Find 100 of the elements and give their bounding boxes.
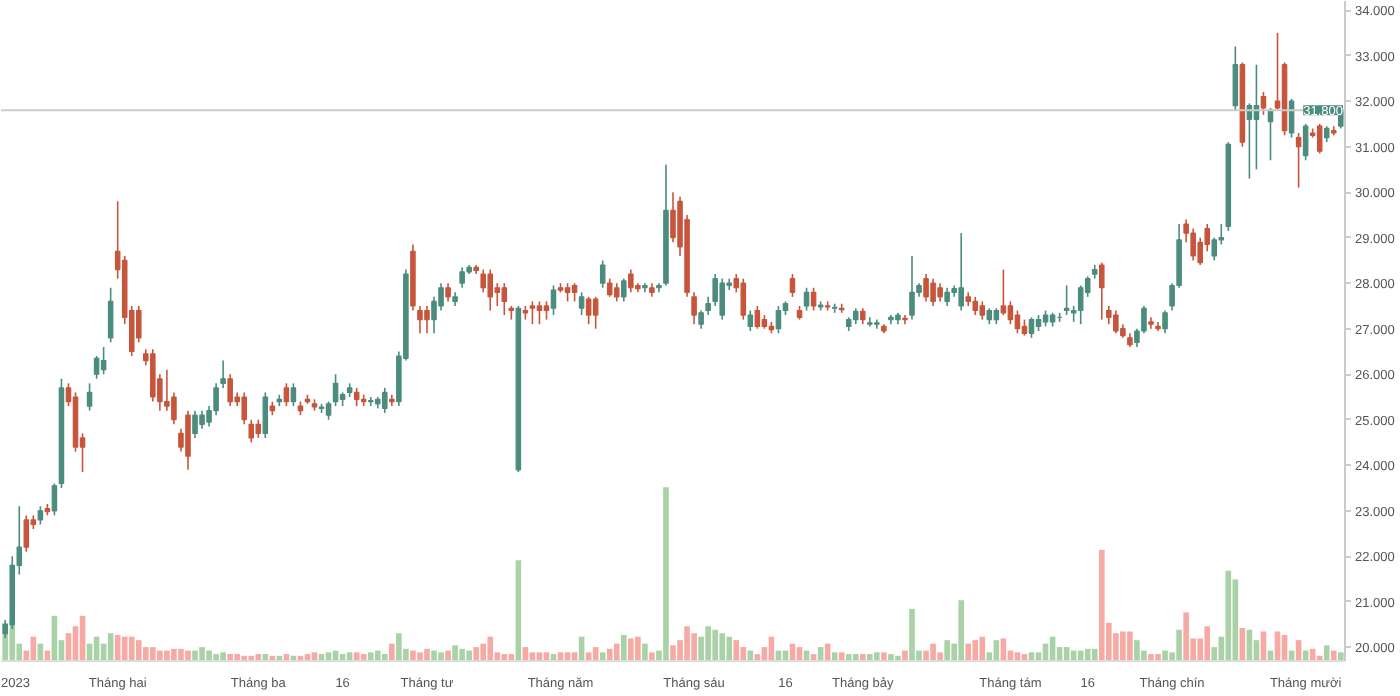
bar: [613, 643, 620, 661]
bar: [178, 648, 184, 661]
bar: [185, 650, 191, 661]
bar: [944, 640, 950, 661]
candlestick: [290, 382, 297, 407]
candlestick: [1316, 123, 1323, 155]
bar: [599, 652, 606, 661]
bar: [635, 636, 641, 661]
candlestick: [937, 282, 943, 303]
bar: [1127, 631, 1133, 661]
bar: [874, 652, 880, 661]
bar: [480, 643, 487, 661]
candlestick: [164, 368, 170, 412]
candlestick: [909, 255, 915, 321]
candlestick: [382, 387, 388, 414]
bar: [128, 636, 135, 661]
candlestick: [592, 296, 599, 330]
candlestick: [923, 273, 929, 303]
bar: [1091, 648, 1098, 661]
bar: [740, 647, 747, 661]
bar: [691, 633, 697, 661]
bar: [859, 654, 866, 661]
candlestick: [325, 400, 332, 421]
candlestick: [353, 387, 360, 407]
bar: [1337, 652, 1344, 661]
candlestick: [775, 305, 782, 335]
candlestick: [23, 514, 30, 553]
candlestick: [255, 418, 262, 439]
bar: [1148, 654, 1154, 661]
candlestick: [606, 277, 613, 298]
candlestick: [445, 282, 451, 303]
candlestick: [803, 286, 810, 312]
candlestick: [613, 282, 620, 303]
candlestick: [789, 273, 796, 298]
bar: [220, 652, 226, 661]
bar: [459, 648, 465, 661]
candlestick: [972, 296, 979, 316]
bar: [1084, 648, 1091, 661]
bar: [663, 487, 669, 661]
bar: [227, 654, 233, 661]
bar: [881, 652, 887, 661]
bar: [374, 650, 381, 661]
bar: [438, 652, 444, 661]
candlestick: [37, 505, 44, 526]
candlestick: [1190, 227, 1196, 262]
bar: [121, 636, 128, 661]
bar: [381, 654, 388, 661]
candlestick: [754, 305, 761, 330]
bar: [206, 650, 212, 661]
bar: [726, 636, 733, 661]
candlestick: [810, 286, 817, 312]
bar: [852, 654, 859, 661]
candlestick: [248, 418, 255, 444]
bar: [1155, 654, 1161, 661]
bar: [1204, 626, 1211, 661]
candlestick: [185, 409, 191, 471]
candlestick: [621, 277, 627, 303]
candlestick: [135, 305, 142, 344]
candlestick: [480, 268, 486, 294]
candlestick: [332, 373, 339, 407]
bar: [417, 652, 423, 661]
bar: [888, 654, 894, 661]
candlestick: [1099, 261, 1105, 321]
bar: [670, 645, 676, 661]
candlestick: [585, 296, 592, 325]
candlestick: [902, 314, 908, 325]
bar: [937, 652, 943, 661]
candlestick: [571, 282, 578, 303]
candlestick: [150, 348, 156, 403]
bar: [164, 650, 170, 661]
candlestick: [719, 277, 725, 321]
bar: [930, 643, 936, 661]
bar: [445, 650, 451, 661]
candlestick: [1232, 45, 1239, 112]
bar: [845, 654, 852, 661]
candlestick: [283, 382, 290, 407]
candlestick: [979, 300, 986, 321]
candlestick: [86, 382, 93, 412]
candlestick: [930, 277, 936, 307]
bar: [1183, 612, 1189, 661]
bar: [649, 652, 655, 661]
candlestick: [227, 373, 233, 407]
bar: [135, 640, 142, 661]
candlestick: [599, 259, 606, 289]
bar: [712, 629, 718, 661]
candlestick: [51, 482, 58, 517]
bar: [213, 654, 219, 661]
candlestick: [1162, 309, 1168, 335]
bar: [719, 633, 726, 661]
bar: [255, 654, 262, 661]
candlestick: [1014, 309, 1021, 335]
candlestick: [740, 277, 747, 321]
bar: [705, 626, 711, 661]
bar: [171, 648, 177, 661]
candlestick: [459, 266, 465, 289]
candlestick: [944, 286, 950, 307]
bar: [452, 645, 458, 661]
bar: [389, 643, 395, 661]
bar: [234, 654, 240, 661]
bar: [466, 650, 472, 661]
